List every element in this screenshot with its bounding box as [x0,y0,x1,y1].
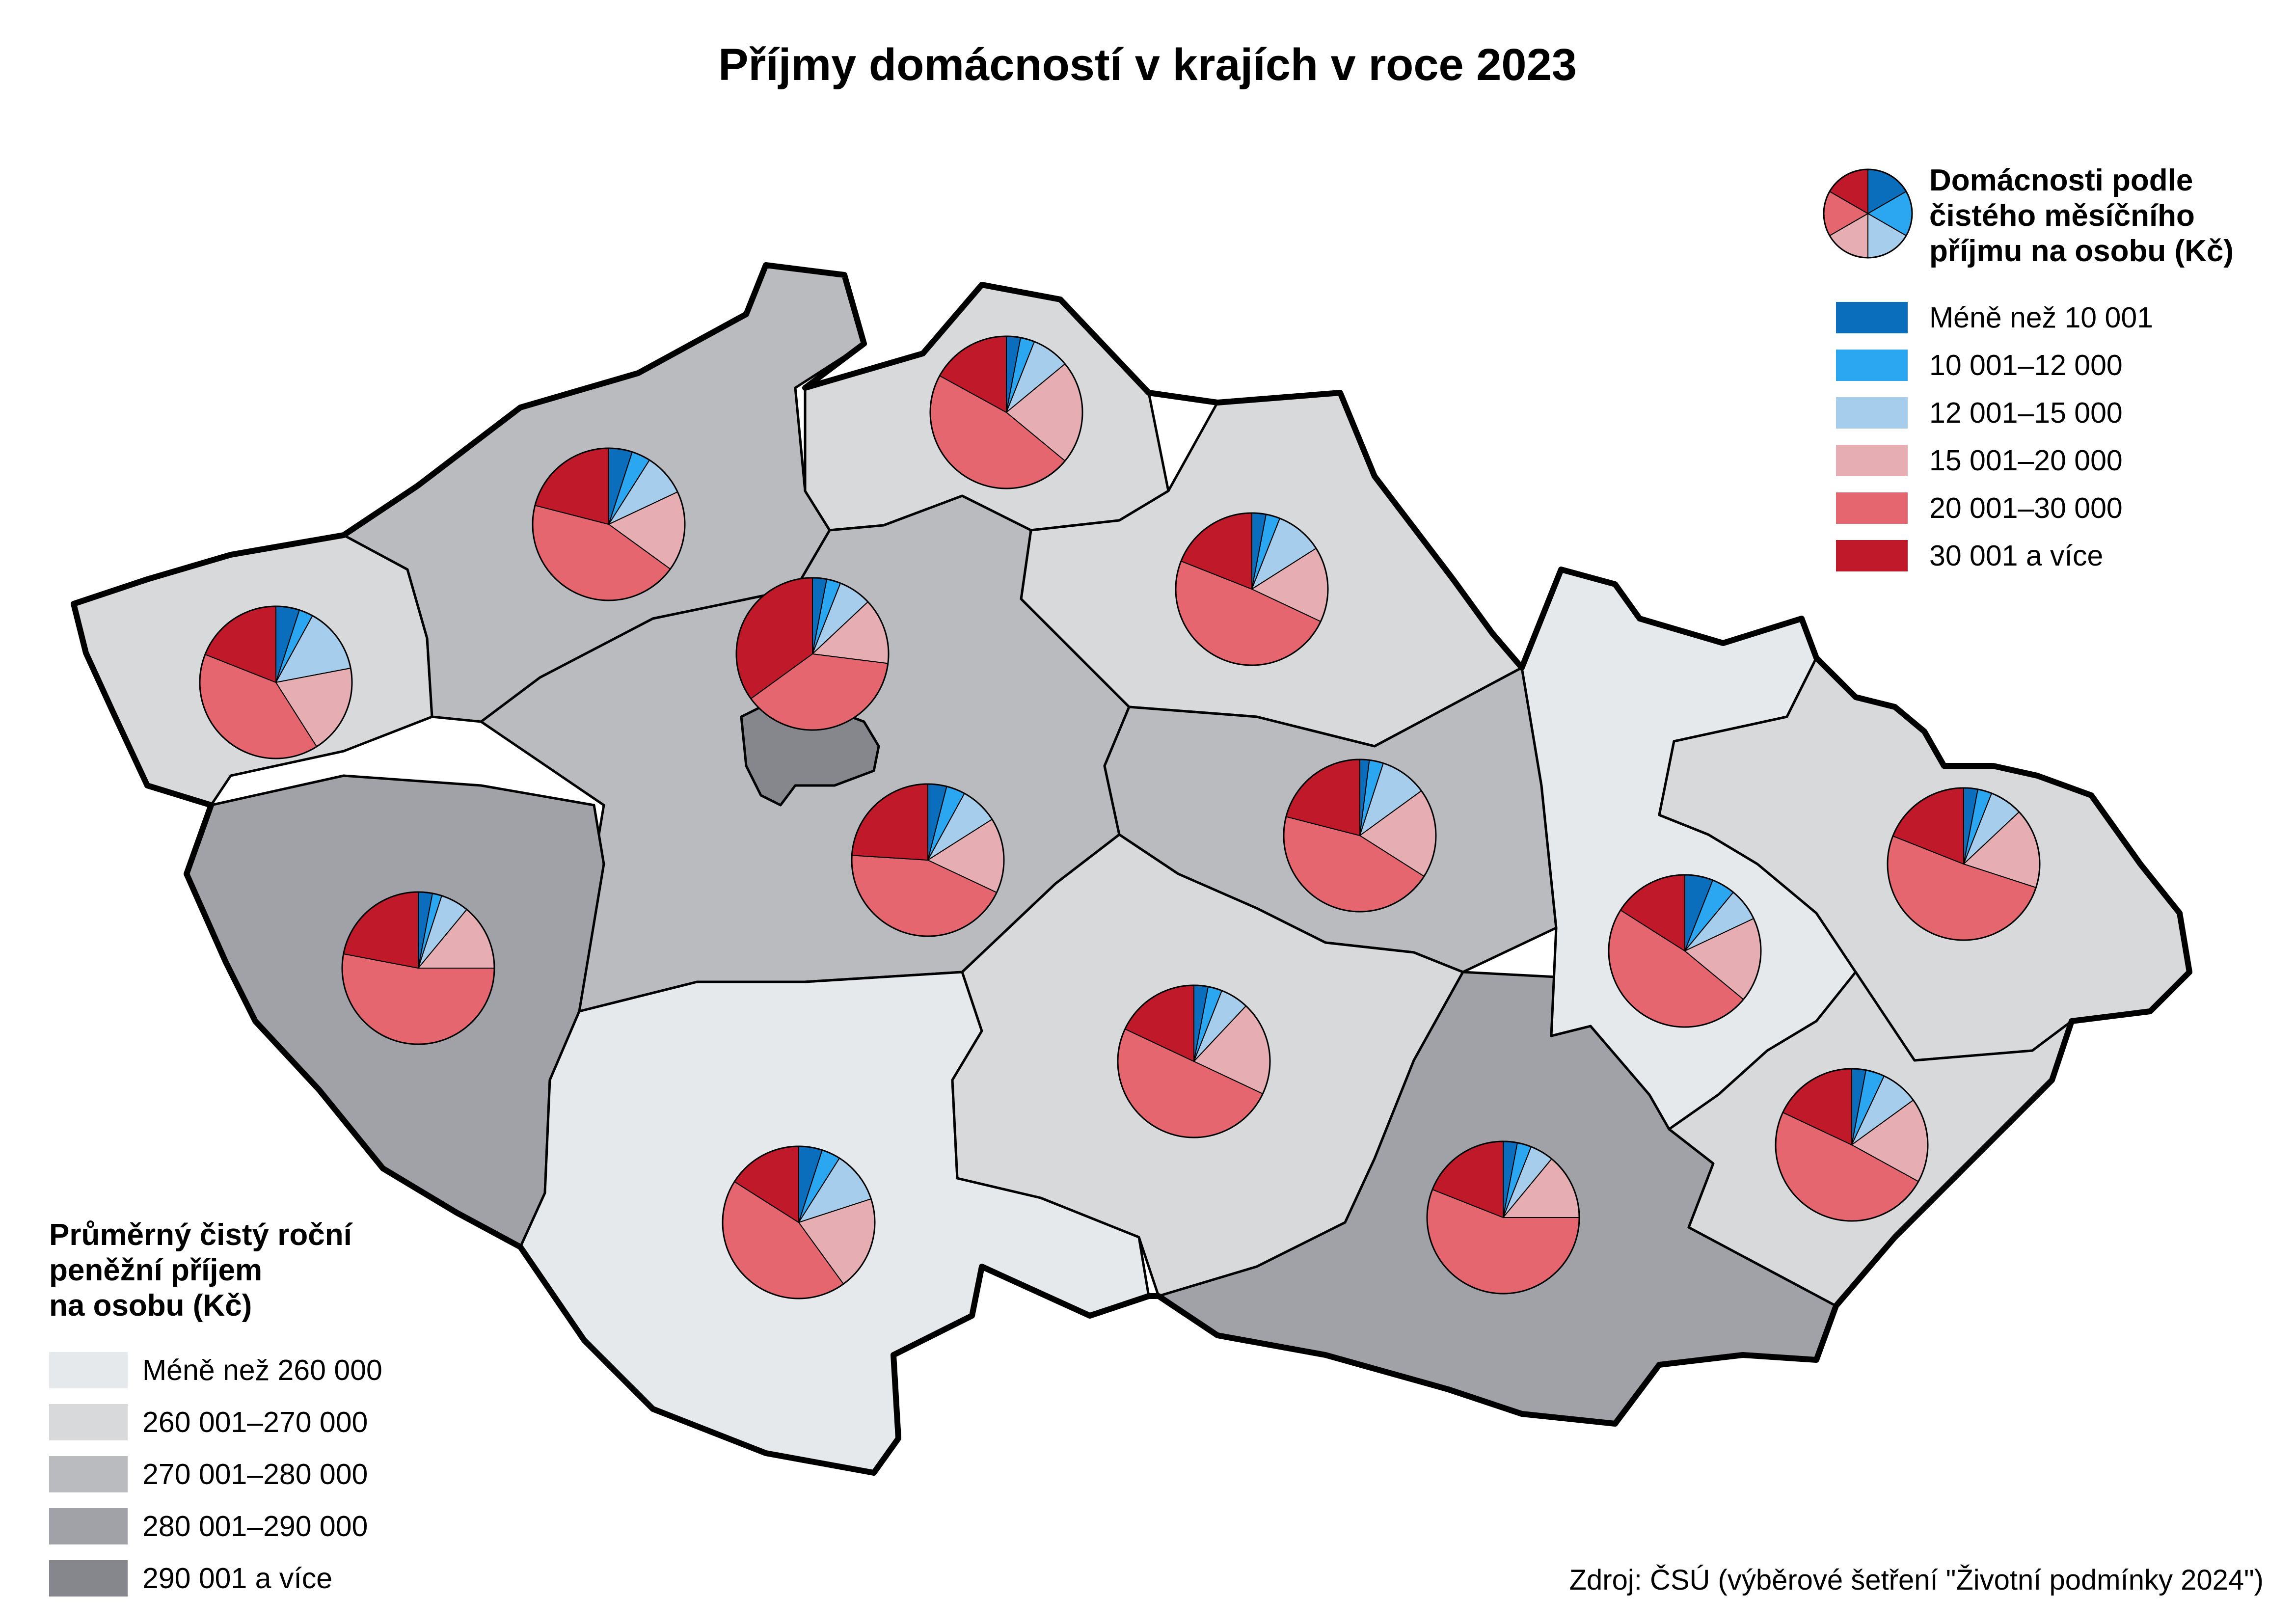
income-category-legend-label: 20 001–30 000 [1929,491,2123,524]
pie-kralovehradecky-outline [1175,512,1329,666]
income-category-legend-label: 10 001–12 000 [1929,349,2123,381]
pie-vysocina [1117,984,1271,1138]
pie-stredocesky [851,783,1005,937]
pie-pardubicky-outline [1283,758,1437,913]
map-title: Příjmy domácností v krajích v roce 2023 [718,40,1577,90]
heading-line: na osobu (Kč) [49,1289,252,1323]
annual-income-legend-swatch [49,1560,128,1597]
income-category-legend-item: 12 001–15 000 [1836,389,2153,436]
pie-stredocesky-outline [851,783,1005,937]
income-category-legend-heading: Domácnosti podle čistého měsíčního příjm… [1929,163,2283,269]
income-category-legend-label: 30 001 a více [1929,539,2104,572]
pie-jihomoravsky-outline [1426,1140,1580,1295]
source-note: Zdroj: ČSÚ (výběrové šetření "Životní po… [1569,1564,2264,1596]
income-category-legend-swatch [1836,444,1908,476]
pie-jihomoravsky [1426,1140,1580,1295]
annual-income-legend-swatch [49,1508,128,1544]
pie-olomoucky-outline [1608,874,1762,1028]
pie-liberecky [929,335,1083,489]
annual-income-legend-swatch [49,1456,128,1492]
pie-kralovehradecky [1175,512,1329,666]
legend-pie-outline [1823,168,1913,259]
heading-line: Domácnosti podle [1929,163,2193,197]
region-pie-charts [199,335,2041,1299]
heading-line: příjmu na osobu (Kč) [1929,234,2234,268]
income-category-legend-item: 30 001 a více [1836,532,2153,579]
annual-income-legend: Průměrný čistý roční peněžní příjem na o… [49,1218,491,1604]
annual-income-legend-item: 280 001–290 000 [49,1500,491,1552]
annual-income-legend-label: Méně než 260 000 [142,1354,382,1386]
annual-income-legend-swatch [49,1352,128,1388]
annual-income-legend-items: Méně než 260 000 260 001–270 000 270 001–2… [49,1344,491,1604]
annual-income-legend-swatch [49,1404,128,1440]
annual-income-legend-item: 270 001–280 000 [49,1448,491,1500]
pie-ustecky [532,447,686,601]
income-category-legend-label: 15 001–20 000 [1929,444,2123,477]
income-category-legend-item: 15 001–20 000 [1836,436,2153,484]
pie-zlinsky-outline [1775,1068,1929,1222]
pie-karlovarsky-outline [199,605,353,759]
income-category-legend-label: 12 001–15 000 [1929,396,2123,429]
annual-income-legend-item: 260 001–270 000 [49,1396,491,1448]
country-border [71,262,2192,1476]
annual-income-legend-label: 270 001–280 000 [142,1458,368,1490]
income-category-legend-label: Méně než 10 001 [1929,301,2153,334]
income-category-legend-item: 20 001–30 000 [1836,484,2153,532]
pie-pardubicky [1283,758,1437,913]
pie-ustecky-outline [532,447,686,601]
pie-plzensky-outline [341,891,495,1045]
annual-income-legend-label: 280 001–290 000 [142,1510,368,1543]
pie-jihocesky-outline [722,1145,876,1299]
heading-line: čistého měsíčního [1929,199,2195,233]
income-category-legend-item: 10 001–12 000 [1836,341,2153,389]
pie-legend-icon [1823,168,1913,259]
pie-praha-outline [735,577,890,731]
income-category-legend-swatch [1836,492,1908,524]
pie-vysocina-outline [1117,984,1271,1138]
pie-karlovarsky [199,605,353,759]
income-category-legend-item: Méně než 10 001 [1836,294,2153,341]
pie-praha [735,577,890,731]
annual-income-legend-item: Méně než 260 000 [49,1344,491,1396]
income-category-legend-swatch [1836,540,1908,571]
pie-liberecky-outline [929,335,1083,489]
pie-plzensky [341,891,495,1045]
income-category-legend-swatch [1836,349,1908,381]
heading-line: Průměrný čistý roční [49,1218,352,1252]
annual-income-legend-item: 290 001 a více [49,1552,491,1604]
income-category-legend-swatch [1836,397,1908,429]
income-category-legend-items: Méně než 10 001 10 001–12 000 12 001–15 00… [1836,294,2153,579]
annual-income-legend-label: 260 001–270 000 [142,1406,368,1438]
pie-jihocesky [722,1145,876,1299]
pie-moravskoslezsky [1887,787,2041,941]
heading-line: peněžní příjem [49,1253,263,1287]
annual-income-legend-label: 290 001 a více [142,1562,333,1595]
income-category-legend-swatch [1836,301,1908,333]
pie-moravskoslezsky-outline [1887,787,2041,941]
pie-zlinsky [1775,1068,1929,1222]
annual-income-legend-heading: Průměrný čistý roční peněžní příjem na o… [49,1218,491,1324]
pie-olomoucky [1608,874,1762,1028]
